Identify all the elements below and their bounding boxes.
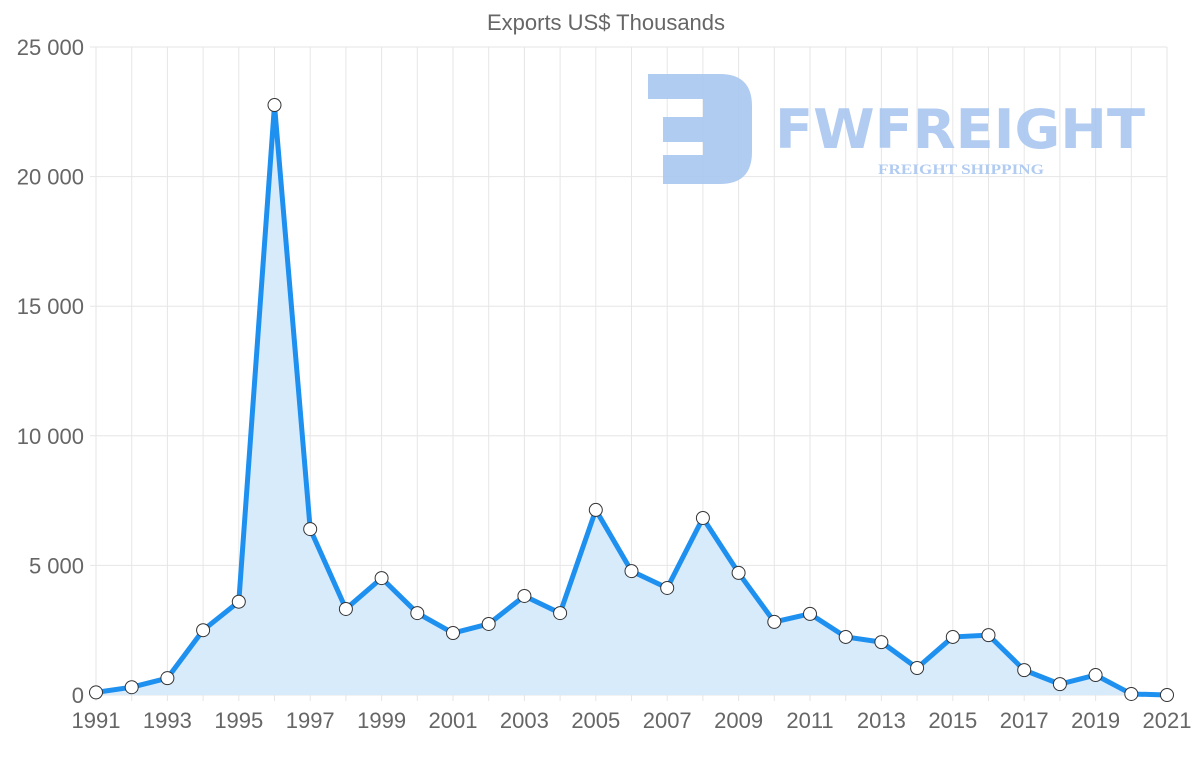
x-tick-label: 2021	[1143, 708, 1192, 733]
data-point	[981, 628, 996, 643]
y-tick-label: 25 000	[17, 35, 84, 60]
data-point	[160, 671, 175, 686]
x-tick-label: 2015	[928, 708, 977, 733]
x-tick-label: 2011	[786, 708, 833, 733]
x-axis: 1991 1993 1995 1997 1999 2001 2003 2005 2007 2009…	[72, 708, 1192, 733]
data-point	[731, 565, 746, 580]
x-tick-label: 1997	[286, 708, 335, 733]
x-tick-label: 1991	[72, 708, 121, 733]
logo-mark-icon	[648, 74, 752, 184]
data-point	[695, 510, 710, 525]
data-point	[517, 588, 532, 603]
data-point	[267, 98, 282, 113]
data-point	[803, 606, 817, 621]
data-point	[446, 626, 460, 641]
x-tick-label: 2009	[714, 708, 763, 733]
data-point	[124, 680, 139, 695]
x-tick-label: 2017	[1000, 708, 1049, 733]
data-point	[945, 629, 960, 644]
x-tick-label: 2001	[429, 708, 478, 733]
x-tick-label: 1999	[357, 708, 406, 733]
x-tick-label: 2013	[857, 708, 906, 733]
data-point	[481, 616, 496, 631]
fwfreight-watermark-logo: FWFREIGHT FREIGHT SHIPPING	[648, 74, 1145, 184]
series-group	[89, 98, 1174, 702]
data-point	[874, 635, 889, 650]
y-axis: 0 5 000 10 000 15 000 20 000 25 000	[17, 35, 84, 708]
data-point	[374, 571, 389, 586]
data-point	[303, 522, 318, 537]
data-point	[1160, 688, 1174, 702]
y-tick-label: 0	[72, 683, 84, 708]
data-point	[196, 623, 211, 638]
chart-title: Exports US$ Thousands	[487, 10, 725, 35]
watermark-brand: FWFREIGHT	[775, 98, 1145, 161]
x-tick-label: 2019	[1071, 708, 1120, 733]
data-point	[89, 685, 103, 700]
data-point	[624, 564, 639, 579]
data-point	[588, 502, 603, 517]
data-point	[1088, 668, 1103, 683]
x-tick-label: 2007	[643, 708, 692, 733]
data-point	[660, 580, 675, 595]
data-point	[1017, 663, 1032, 678]
data-point	[553, 606, 568, 621]
x-tick-label: 1995	[214, 708, 263, 733]
data-point	[338, 601, 353, 616]
y-tick-label: 20 000	[17, 165, 84, 190]
watermark-tagline: FREIGHT SHIPPING	[878, 162, 1044, 178]
data-point	[838, 629, 853, 644]
x-tick-label: 1993	[143, 708, 192, 733]
y-tick-label: 5 000	[29, 553, 84, 578]
x-tick-label: 2005	[571, 708, 620, 733]
data-point	[767, 614, 782, 629]
y-tick-label: 15 000	[17, 294, 84, 319]
data-point	[410, 606, 425, 621]
data-point	[231, 594, 246, 609]
data-point	[1052, 677, 1067, 692]
data-point	[1124, 686, 1139, 701]
data-point	[910, 661, 925, 676]
y-tick-label: 10 000	[17, 424, 84, 449]
x-tick-label: 2003	[500, 708, 549, 733]
